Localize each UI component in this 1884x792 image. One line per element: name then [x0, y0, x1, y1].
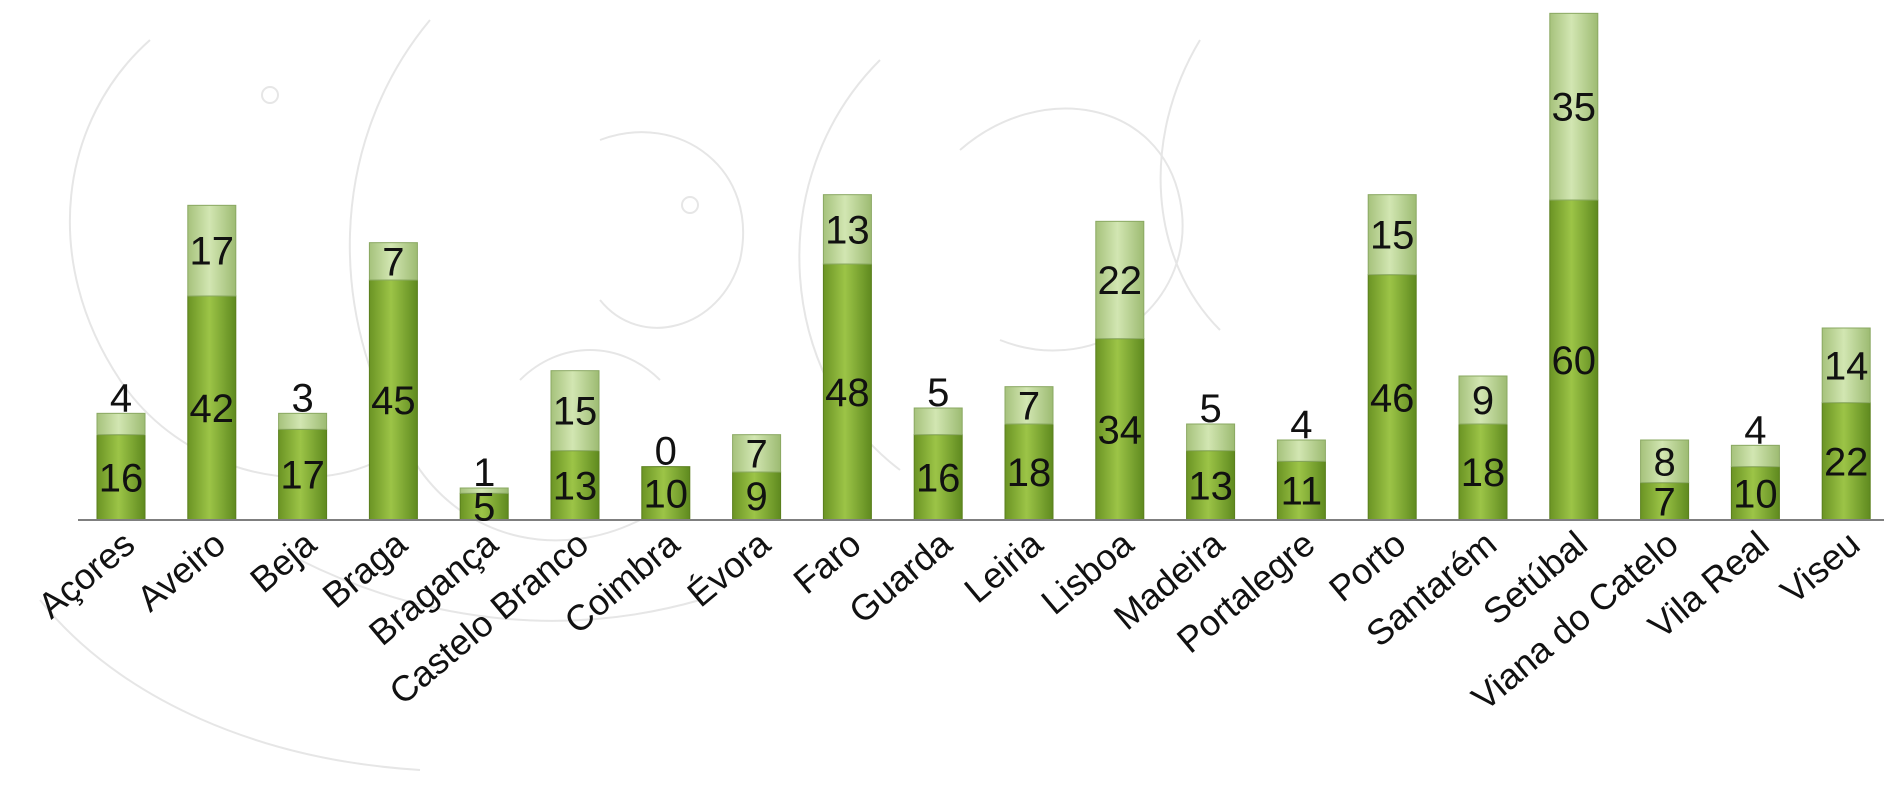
value-label-top-lisboa: 22 — [1098, 259, 1143, 303]
value-label-bottom-lisboa: 34 — [1098, 408, 1143, 452]
bar-segment-top-beja — [278, 412, 328, 430]
value-label-top-leiria: 7 — [1018, 384, 1040, 428]
value-label-top-porto: 15 — [1370, 214, 1415, 258]
bar-segment-bottom-beja — [278, 428, 328, 521]
bar-segment-top-porto — [1367, 194, 1417, 276]
value-label-top-braga: 7 — [382, 240, 404, 284]
bar-segment-top-faro — [822, 194, 872, 265]
bar-segment-bottom-coimbra — [641, 466, 691, 521]
bar-segment-bottom-lisboa — [1095, 338, 1145, 521]
category-label-beja: Beja — [242, 522, 324, 600]
bar-segment-bottom-viana-do-catelo — [1640, 482, 1690, 521]
category-label-acores: Açores — [30, 523, 142, 626]
value-label-top-beja: 3 — [291, 376, 313, 420]
value-label-top-aveiro: 17 — [190, 230, 235, 274]
bar-segment-bottom-braganca — [459, 492, 509, 521]
value-label-top-guarda: 5 — [927, 371, 949, 415]
value-label-top-evora: 7 — [745, 432, 767, 476]
bar-segment-bottom-porto — [1367, 274, 1417, 521]
bar-segment-top-vila-real — [1730, 444, 1780, 468]
value-label-bottom-madeira: 13 — [1188, 464, 1233, 508]
value-label-top-madeira: 5 — [1199, 387, 1221, 431]
value-label-top-viana-do-catelo: 8 — [1653, 440, 1675, 484]
bar-segment-bottom-leiria — [1004, 423, 1054, 521]
value-label-bottom-castelo-branco: 13 — [553, 464, 598, 508]
value-label-top-faro: 13 — [825, 208, 870, 252]
value-label-bottom-setubal: 60 — [1552, 339, 1597, 383]
bar-segment-top-portalegre — [1276, 439, 1326, 462]
bar-segment-bottom-santarem — [1458, 423, 1508, 521]
bar-segment-bottom-madeira — [1186, 450, 1236, 521]
bar-segment-top-leiria — [1004, 386, 1054, 425]
bar-segment-top-evora — [732, 434, 782, 473]
category-label-aveiro: Aveiro — [129, 523, 233, 620]
value-label-bottom-acores: 16 — [99, 456, 144, 500]
category-label-guarda: Guarda — [841, 522, 960, 631]
bar-segment-top-viseu — [1821, 327, 1871, 404]
category-label-leiria: Leiria — [956, 522, 1051, 611]
value-label-bottom-evora: 9 — [745, 475, 767, 519]
bar-segment-bottom-evora — [732, 471, 782, 521]
bar-segment-bottom-faro — [822, 263, 872, 521]
value-label-top-braganca: 1 — [473, 451, 495, 495]
bar-segment-top-guarda — [913, 407, 963, 436]
value-label-bottom-vila-real: 10 — [1733, 472, 1778, 516]
bar-segment-top-santarem — [1458, 375, 1508, 425]
value-label-bottom-guarda: 16 — [916, 456, 961, 500]
bar-segment-bottom-castelo-branco — [550, 450, 600, 521]
value-label-bottom-santarem: 18 — [1461, 451, 1506, 495]
value-label-bottom-aveiro: 42 — [190, 387, 235, 431]
bar-segment-top-acores — [96, 412, 146, 436]
value-label-bottom-braga: 45 — [371, 379, 416, 423]
bar-segment-bottom-portalegre — [1276, 460, 1326, 521]
value-label-bottom-coimbra: 10 — [644, 472, 689, 516]
value-label-bottom-porto: 46 — [1370, 376, 1415, 420]
bar-segment-top-madeira — [1186, 423, 1236, 452]
value-label-top-castelo-branco: 15 — [553, 390, 598, 434]
bar-segment-top-lisboa — [1095, 220, 1145, 340]
bars-layer — [96, 12, 1871, 521]
value-label-top-vila-real: 4 — [1744, 408, 1766, 452]
bar-segment-bottom-acores — [96, 434, 146, 521]
value-label-bottom-leiria: 18 — [1007, 451, 1052, 495]
value-label-top-santarem: 9 — [1472, 379, 1494, 423]
bar-segment-top-braganca — [459, 487, 509, 494]
value-label-bottom-faro: 48 — [825, 371, 870, 415]
value-label-bottom-viseu: 22 — [1824, 440, 1869, 484]
value-label-top-coimbra: 0 — [655, 430, 677, 474]
category-label-evora: Évora — [679, 522, 778, 614]
value-label-top-viseu: 14 — [1824, 344, 1869, 388]
value-label-bottom-braganca: 5 — [473, 486, 495, 530]
value-label-top-setubal: 35 — [1552, 86, 1597, 130]
value-label-bottom-viana-do-catelo: 7 — [1653, 480, 1675, 524]
value-label-bottom-beja: 17 — [280, 454, 325, 498]
value-label-top-acores: 4 — [110, 376, 132, 420]
category-label-viseu: Viseu — [1772, 523, 1867, 612]
value-label-top-portalegre: 4 — [1290, 403, 1312, 447]
bar-segment-top-braga — [368, 242, 418, 281]
value-label-bottom-portalegre: 11 — [1281, 470, 1323, 514]
bar-segment-top-aveiro — [187, 204, 237, 297]
bar-segment-top-viana-do-catelo — [1640, 439, 1690, 484]
bar-segment-top-setubal — [1549, 12, 1599, 201]
bar-segment-top-castelo-branco — [550, 370, 600, 452]
